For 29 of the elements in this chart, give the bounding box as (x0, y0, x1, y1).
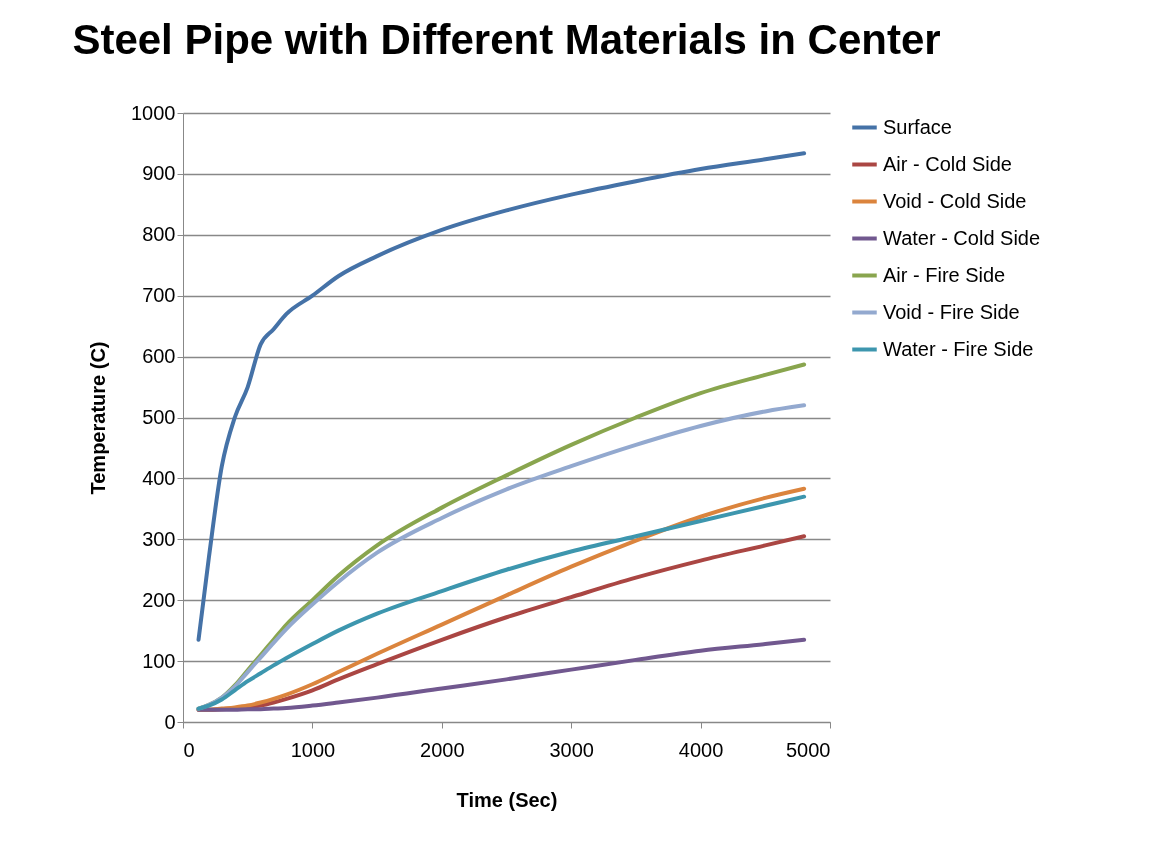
y-tick-label: 1000 (131, 101, 176, 124)
y-tick-label: 100 (142, 649, 176, 672)
y-tick-label: 400 (142, 466, 176, 489)
y-tick-label: 700 (142, 284, 176, 307)
y-tick-label: 600 (142, 345, 176, 368)
y-tick-label: 800 (142, 223, 176, 246)
x-tick-label: 5000 (786, 738, 831, 761)
x-tick-label: 4000 (678, 738, 724, 761)
y-tick-label: 500 (142, 406, 176, 428)
x-tick-label: 2000 (420, 738, 465, 761)
legend-label: Water - Fire Side (883, 337, 1034, 360)
legend-label: Surface (883, 115, 952, 138)
y-tick-label: 200 (142, 588, 176, 611)
legend-label: Water - Cold Side (883, 226, 1041, 249)
y-tick-label: 300 (142, 527, 176, 550)
x-tick-label: 0 (183, 738, 195, 761)
x-tick-label: 3000 (549, 738, 594, 761)
y-tick-label: 900 (142, 162, 176, 185)
x-tick-label: 1000 (290, 738, 336, 761)
y-axis-title: Temperature (C) (87, 341, 110, 495)
line-series (196, 151, 807, 642)
legend-label: Air - Cold Side (883, 152, 1012, 175)
y-tick-label: 0 (164, 710, 176, 733)
line-series (196, 637, 807, 712)
legend-label: Air - Fire Side (883, 263, 1006, 286)
legend-label: Void - Fire Side (883, 300, 1020, 323)
legend-label: Void - Cold Side (883, 189, 1027, 212)
chart-title: Steel Pipe with Different Materials in Center (72, 16, 941, 63)
x-axis-title: Time (Sec) (456, 788, 558, 811)
